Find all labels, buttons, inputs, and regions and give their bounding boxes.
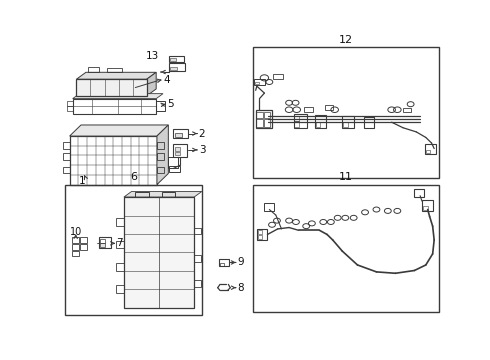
Bar — [173, 129, 188, 138]
Bar — [294, 116, 299, 121]
Bar — [265, 203, 274, 211]
Bar — [170, 63, 185, 71]
Bar — [72, 237, 79, 243]
Bar — [170, 58, 176, 61]
Bar — [256, 119, 263, 127]
Bar — [100, 239, 105, 243]
Bar — [254, 79, 265, 85]
Bar — [157, 167, 164, 174]
Bar — [403, 108, 411, 112]
Bar — [220, 263, 224, 266]
Bar — [294, 121, 299, 127]
Bar — [175, 148, 180, 151]
Bar — [124, 197, 194, 308]
Bar — [63, 167, 70, 174]
Text: 9: 9 — [237, 257, 244, 267]
Bar — [315, 115, 326, 128]
Bar — [342, 116, 354, 128]
Bar — [100, 243, 105, 247]
Bar — [88, 67, 99, 72]
Bar — [63, 141, 70, 149]
Bar — [219, 258, 229, 266]
Bar — [157, 153, 164, 159]
Bar — [80, 244, 87, 250]
Bar — [76, 79, 147, 96]
Bar — [116, 219, 124, 226]
Bar — [116, 263, 124, 270]
Polygon shape — [73, 94, 163, 99]
Bar — [273, 74, 283, 79]
Bar — [316, 122, 320, 127]
Text: 12: 12 — [339, 35, 353, 45]
Bar — [422, 200, 434, 211]
Bar — [325, 105, 333, 110]
Bar — [175, 133, 182, 137]
Bar — [194, 228, 201, 234]
Bar — [65, 185, 202, 315]
Bar — [364, 117, 374, 128]
Bar — [253, 185, 439, 312]
Text: 7: 7 — [116, 238, 123, 248]
Bar — [156, 102, 165, 111]
Bar — [343, 122, 347, 127]
Bar — [257, 229, 268, 240]
Bar — [70, 136, 157, 185]
Bar — [135, 192, 148, 197]
Bar — [258, 230, 262, 234]
Bar — [169, 157, 178, 168]
Text: 5: 5 — [167, 99, 173, 109]
Bar — [258, 235, 262, 239]
Bar — [425, 144, 437, 154]
Text: 13: 13 — [146, 51, 159, 61]
Bar — [173, 144, 187, 157]
Text: 1: 1 — [79, 176, 85, 186]
Bar — [67, 101, 73, 106]
Bar — [255, 82, 260, 84]
Text: 8: 8 — [237, 283, 244, 293]
Text: 6: 6 — [130, 172, 137, 182]
Bar — [265, 112, 270, 118]
Text: 2: 2 — [199, 129, 205, 139]
Bar — [72, 251, 79, 256]
Bar — [107, 68, 122, 72]
Bar — [415, 189, 424, 197]
Bar — [175, 152, 180, 156]
Bar — [265, 119, 270, 127]
Bar — [194, 255, 201, 262]
Bar — [73, 99, 156, 114]
Bar — [80, 237, 87, 243]
Bar — [253, 48, 439, 177]
Text: 3: 3 — [199, 145, 205, 155]
Bar — [99, 237, 111, 248]
Bar — [63, 153, 70, 159]
Bar — [426, 150, 430, 153]
Bar — [304, 107, 313, 112]
Polygon shape — [70, 125, 169, 136]
Polygon shape — [147, 72, 156, 96]
Bar — [162, 192, 175, 197]
Bar — [67, 106, 73, 111]
Bar — [294, 114, 307, 128]
Polygon shape — [76, 72, 156, 79]
Bar — [170, 56, 184, 62]
Bar — [157, 141, 164, 149]
Polygon shape — [124, 192, 202, 197]
Bar — [116, 285, 124, 293]
Bar — [256, 110, 271, 128]
Bar — [423, 206, 428, 210]
Text: 4: 4 — [164, 75, 171, 85]
Bar — [256, 112, 263, 118]
Text: 11: 11 — [339, 172, 353, 182]
Bar — [194, 280, 201, 287]
Bar — [169, 166, 180, 172]
Bar — [170, 67, 177, 70]
Text: 10: 10 — [70, 227, 82, 237]
Bar — [72, 244, 79, 250]
Bar — [116, 240, 124, 248]
Polygon shape — [157, 125, 169, 185]
